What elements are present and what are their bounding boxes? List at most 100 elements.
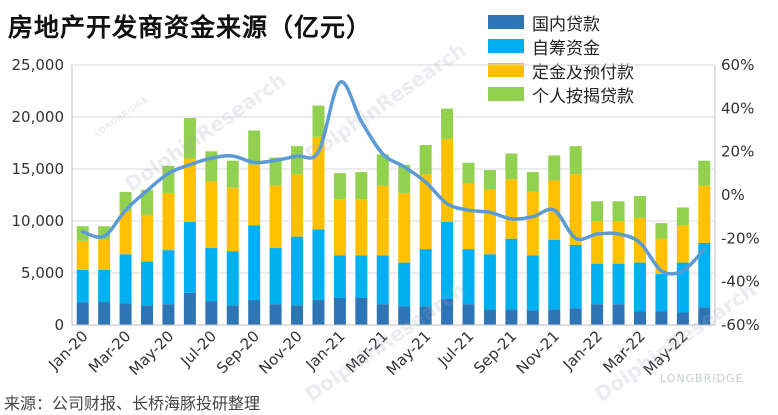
left-axis-tick-label: 5,000 [21, 264, 64, 282]
bar-domestic-loans [462, 304, 475, 325]
bar-self-raised-funds [333, 255, 346, 298]
bar-mortgage-loans [591, 201, 604, 221]
bar-mortgage-loans [505, 153, 518, 180]
bar-domestic-loans [98, 302, 111, 325]
legend-swatch-deposits-prepayments [488, 63, 524, 77]
bar-mortgage-loans [676, 207, 689, 226]
bar-mortgage-loans [183, 118, 196, 159]
bar-self-raised-funds [655, 274, 668, 312]
legend-label-domestic-loans: 国内贷款 [532, 14, 600, 35]
right-axis-tick-label: 20% [721, 143, 754, 161]
bar-domestic-loans [291, 305, 304, 325]
legend-item-self-raised-funds: 自筹资金 [488, 34, 634, 59]
bar-domestic-loans [483, 309, 496, 325]
legend-label-mortgage-loans: 个人按揭贷款 [532, 86, 634, 107]
bar-self-raised-funds [548, 239, 561, 310]
bar-self-raised-funds [162, 250, 175, 305]
bar-self-raised-funds [505, 238, 518, 310]
bar-self-raised-funds [483, 254, 496, 310]
bar-deposits-prepayments [526, 191, 539, 256]
bar-domestic-loans [698, 307, 711, 325]
bar-deposits-prepayments [591, 221, 604, 264]
bar-deposits-prepayments [633, 217, 646, 263]
bar-deposits-prepayments [98, 239, 111, 270]
bar-self-raised-funds [291, 236, 304, 306]
bar-self-raised-funds [183, 222, 196, 293]
bar-self-raised-funds [441, 222, 454, 299]
bar-domestic-loans [355, 297, 368, 325]
bar-mortgage-loans [462, 162, 475, 184]
bar-deposits-prepayments [312, 136, 325, 230]
bar-deposits-prepayments [226, 187, 239, 252]
x-axis-tick-label: Sep-21 [470, 327, 520, 377]
left-axis-tick-label: 0 [54, 316, 64, 334]
legend-swatch-domestic-loans [488, 15, 524, 29]
x-axis-tick-label: Jan-20 [44, 327, 91, 374]
bar-domestic-loans [676, 312, 689, 325]
bar-deposits-prepayments [269, 185, 282, 249]
x-axis-tick-label: Jan-22 [559, 327, 606, 374]
x-axis-tick-label: May-21 [383, 327, 435, 379]
left-axis-tick-label: 25,000 [12, 56, 65, 74]
bar-deposits-prepayments [205, 181, 218, 249]
bar-deposits-prepayments [141, 214, 154, 262]
bar-domestic-loans [205, 301, 218, 325]
legend-item-mortgage-loans: 个人按揭贷款 [488, 82, 634, 107]
bar-self-raised-funds [376, 255, 389, 305]
bar-self-raised-funds [248, 225, 261, 301]
bar-domestic-loans [633, 311, 646, 325]
bar-mortgage-loans [291, 146, 304, 175]
bar-mortgage-loans [141, 189, 154, 215]
bar-mortgage-loans [269, 157, 282, 186]
bar-domestic-loans [655, 311, 668, 325]
legend-label-deposits-prepayments: 定金及预付款 [532, 62, 634, 83]
bar-mortgage-loans [419, 145, 432, 175]
bar-self-raised-funds [591, 263, 604, 305]
right-axis-tick-label: -20% [721, 229, 760, 247]
bar-domestic-loans [548, 309, 561, 325]
bar-deposits-prepayments [698, 185, 711, 243]
bar-deposits-prepayments [119, 211, 132, 255]
bar-domestic-loans [526, 310, 539, 325]
bar-deposits-prepayments [355, 199, 368, 256]
bar-mortgage-loans [483, 170, 496, 190]
bar-self-raised-funds [226, 251, 239, 306]
bar-deposits-prepayments [676, 225, 689, 263]
bar-self-raised-funds [98, 269, 111, 303]
bar-mortgage-loans [376, 154, 389, 186]
bar-mortgage-loans [398, 164, 411, 193]
x-axis-tick-label: May-22 [640, 327, 692, 379]
bar-domestic-loans [226, 305, 239, 325]
bar-self-raised-funds [698, 242, 711, 308]
bar-self-raised-funds [569, 244, 582, 309]
bar-mortgage-loans [655, 223, 668, 239]
bar-self-raised-funds [612, 263, 625, 305]
bar-self-raised-funds [76, 269, 89, 303]
right-axis-tick-label: 40% [721, 99, 754, 117]
chart-legend: 国内贷款 自筹资金 定金及预付款 个人按揭贷款 [488, 10, 634, 107]
bar-self-raised-funds [269, 248, 282, 305]
right-axis-tick-label: -40% [721, 273, 760, 291]
right-axis-tick-label: 0% [721, 186, 745, 204]
bar-domestic-loans [76, 302, 89, 325]
bar-domestic-loans [312, 300, 325, 325]
bar-deposits-prepayments [419, 174, 432, 250]
bar-self-raised-funds [398, 262, 411, 307]
bar-deposits-prepayments [505, 179, 518, 239]
left-axis-tick-label: 10,000 [12, 212, 65, 230]
legend-swatch-mortgage-loans [488, 87, 524, 101]
bar-mortgage-loans [548, 155, 561, 181]
bar-mortgage-loans [633, 196, 646, 218]
legend-label-self-raised-funds: 自筹资金 [532, 38, 600, 59]
bar-self-raised-funds [355, 255, 368, 298]
bar-domestic-loans [162, 304, 175, 325]
bar-domestic-loans [612, 304, 625, 325]
bar-deposits-prepayments [398, 192, 411, 263]
bar-domestic-loans [591, 304, 604, 325]
bar-mortgage-loans [248, 130, 261, 165]
x-axis-tick-label: Nov-21 [513, 327, 563, 377]
right-axis-tick-label: 60% [721, 56, 754, 74]
right-axis-tick-label: -60% [721, 316, 760, 334]
bar-mortgage-loans [312, 105, 325, 137]
